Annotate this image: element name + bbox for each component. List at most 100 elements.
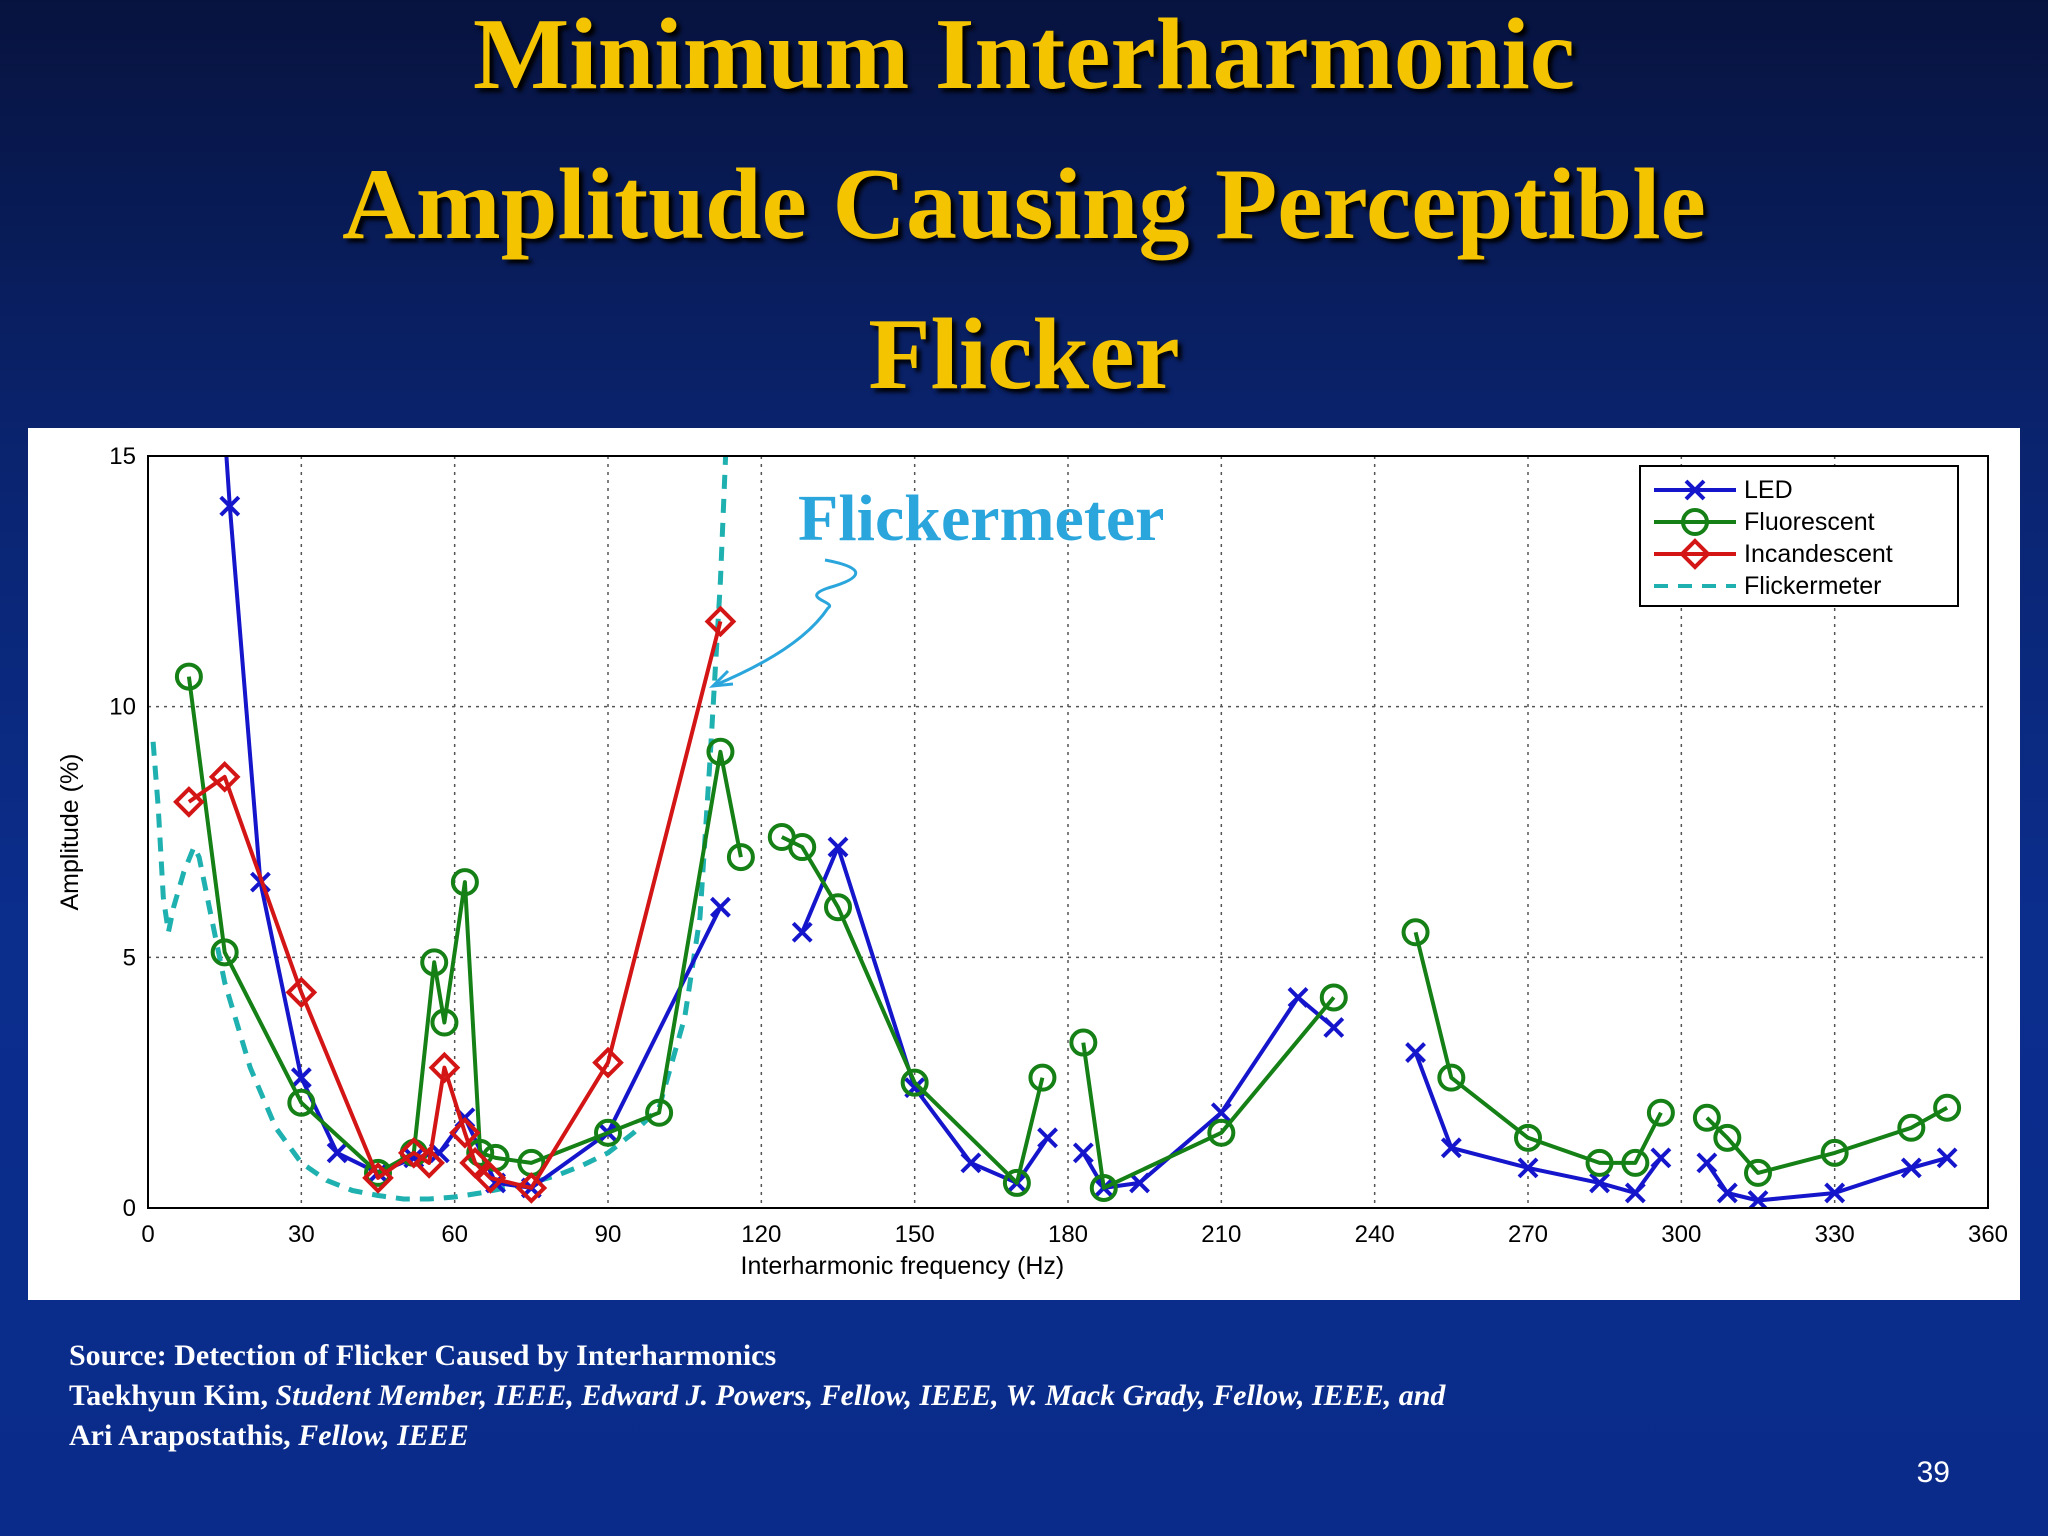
point-marker-circle — [1744, 1158, 1772, 1187]
point-marker-circle — [788, 833, 817, 862]
source-line-2: Taekhyun Kim, Student Member, IEEE, Edwa… — [69, 1376, 1445, 1416]
point-marker-circle — [824, 893, 852, 922]
point-marker-x — [1405, 1042, 1426, 1064]
source-line-1: Source: Detection of Flicker Caused by I… — [69, 1339, 777, 1372]
series-line — [187, 620, 723, 1190]
point-marker-circle — [1585, 1148, 1614, 1177]
x-axis-label: Interharmonic frequency (Hz) — [741, 1252, 1065, 1280]
x-tick-label: 270 — [1508, 1221, 1548, 1248]
series-line — [780, 835, 1045, 1185]
x-tick-label: 240 — [1355, 1221, 1395, 1248]
y-tick-label: 5 — [123, 944, 136, 971]
series-incandescent — [173, 605, 737, 1204]
point-marker-x — [219, 495, 241, 517]
point-marker-x — [1696, 1152, 1718, 1174]
chart-panel: 0 30 60 90 120 150 180 210 240 270 300 330 360 0 5 10 15… — [28, 428, 2020, 1300]
point-marker-circle — [594, 1118, 622, 1147]
source-author-1: Taekhyun Kim, — [69, 1379, 268, 1412]
point-marker-x — [1650, 1147, 1672, 1169]
point-marker-circle — [1713, 1123, 1742, 1152]
point-marker-diamond — [413, 1147, 445, 1179]
series-line — [186, 676, 743, 1175]
point-marker-circle — [1692, 1103, 1721, 1132]
x-tick-label: 30 — [288, 1221, 315, 1248]
point-marker-x — [1517, 1157, 1539, 1179]
point-marker-circle — [466, 1138, 495, 1167]
x-tick-label: 0 — [141, 1221, 154, 1248]
series-line — [1413, 1051, 1663, 1195]
source-line-3: Ari Arapostathis, Fellow, IEEE — [69, 1416, 1445, 1456]
point-marker-circle — [430, 1008, 459, 1037]
point-marker-circle — [1028, 1063, 1057, 1092]
y-tick-label: 0 — [123, 1195, 136, 1222]
point-marker-x — [827, 836, 849, 858]
point-marker-x — [1072, 1142, 1094, 1164]
y-axis-label: Amplitude (%) — [56, 754, 84, 911]
source-author-4-affiliation: Fellow, IEEE — [290, 1419, 469, 1452]
legend-label: Incandescent — [1744, 540, 1893, 568]
source-author-affiliations: Student Member, IEEE, Edward J. Powers, … — [267, 1379, 1446, 1412]
series-line — [1413, 931, 1663, 1165]
point-marker-circle — [1002, 1168, 1031, 1197]
point-marker-circle — [706, 737, 735, 766]
legend-entry-flickermeter: Flickermeter — [1654, 572, 1882, 600]
amplitude-chart: 0 30 60 90 120 150 180 210 240 270 300 330 360 0 5 10 15… — [56, 428, 2008, 1280]
point-marker-circle — [645, 1098, 674, 1127]
point-marker-x — [1824, 1182, 1846, 1204]
annotation-arrow — [712, 558, 858, 688]
title-line-3: Flicker — [868, 298, 1180, 411]
point-marker-diamond — [1679, 538, 1711, 570]
series-line — [1705, 1105, 1949, 1175]
y-tick-label: 15 — [109, 443, 136, 470]
point-marker-x — [791, 921, 813, 943]
legend-label: Fluorescent — [1744, 508, 1875, 536]
legend-entry-incandescent: Incandescent — [1654, 538, 1893, 570]
point-marker-x — [1440, 1137, 1462, 1159]
title-line-1: Minimum Interharmonic — [472, 0, 1576, 111]
x-tick-label: 300 — [1661, 1221, 1701, 1248]
x-tick-label: 150 — [895, 1221, 935, 1248]
point-marker-circle — [450, 868, 479, 897]
point-marker-x — [1900, 1157, 1922, 1179]
flickermeter-annotation: Flickermeter — [708, 482, 1164, 688]
source-author-4: Ari Arapostathis, — [69, 1419, 291, 1452]
series-line — [1081, 996, 1336, 1190]
x-tick-label: 60 — [441, 1221, 468, 1248]
point-marker-circle — [287, 1088, 316, 1117]
point-marker-circle — [1089, 1173, 1118, 1202]
x-tick-label: 120 — [741, 1221, 781, 1248]
series-line — [800, 845, 1050, 1185]
point-marker-diamond — [704, 605, 737, 638]
point-marker-x — [290, 1067, 312, 1089]
point-marker-diamond — [515, 1172, 548, 1204]
point-marker-circle — [1681, 508, 1709, 536]
point-marker-diamond — [592, 1046, 624, 1079]
point-marker-x — [1684, 479, 1706, 501]
point-marker-x — [1589, 1172, 1610, 1194]
x-tick-label: 180 — [1048, 1221, 1088, 1248]
point-marker-circle — [174, 662, 203, 691]
point-marker-circle — [1319, 983, 1348, 1012]
point-marker-x — [216, 428, 234, 440]
y-tick-label: 10 — [109, 694, 136, 721]
point-marker-circle — [210, 938, 239, 967]
x-tick-label: 360 — [1968, 1221, 2008, 1248]
x-tick-label: 210 — [1201, 1221, 1241, 1248]
point-marker-diamond — [397, 1137, 430, 1169]
point-marker-x — [1747, 1190, 1769, 1208]
point-marker-x — [1936, 1147, 1958, 1169]
legend-label: Flickermeter — [1744, 572, 1882, 600]
point-marker-circle — [726, 843, 755, 872]
title-line-2: Amplitude Causing Perceptible — [342, 148, 1706, 261]
point-marker-circle — [900, 1068, 929, 1097]
point-marker-circle — [364, 1158, 392, 1187]
series-layer — [150, 428, 1962, 1208]
point-marker-x — [1716, 1182, 1738, 1204]
tick-labels: 0 30 60 90 120 150 180 210 240 270 300 330 360 0 5 10 15 — [109, 443, 2008, 1248]
point-marker-circle — [1897, 1113, 1926, 1142]
x-tick-label: 90 — [595, 1221, 622, 1248]
source-citation: Source: Detection of Flicker Caused by I… — [69, 1336, 1445, 1456]
series-line — [1081, 995, 1336, 1190]
point-marker-diamond — [428, 1051, 461, 1084]
point-marker-circle — [1207, 1118, 1236, 1147]
